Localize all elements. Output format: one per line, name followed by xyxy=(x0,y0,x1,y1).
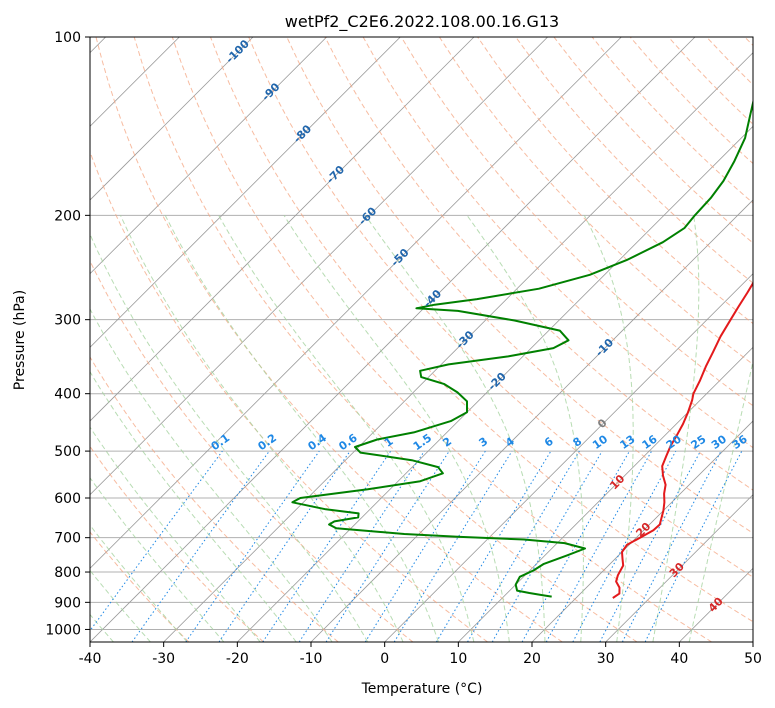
x-tick-label: 10 xyxy=(449,651,467,667)
dewpoint-line xyxy=(291,98,753,598)
x-tick-label: -30 xyxy=(152,651,175,667)
moist-adiabat xyxy=(90,426,261,642)
isotherm-line xyxy=(90,37,548,496)
y-tick-label: 1000 xyxy=(45,622,81,638)
moist-adiabat xyxy=(652,215,700,642)
dry-adiabat xyxy=(90,356,339,642)
profile-series xyxy=(291,98,753,599)
isotherm-line xyxy=(605,494,753,642)
mixing-ratio-line xyxy=(262,450,392,642)
mixing-ratio-line xyxy=(393,450,513,642)
moist-adiabat xyxy=(90,476,225,642)
moist-adiabat xyxy=(364,215,546,642)
dry-adiabat xyxy=(515,37,753,284)
mixing-ratio-line xyxy=(572,450,677,642)
y-axis-label: Pressure (hPa) xyxy=(12,290,28,390)
y-tick-label: 800 xyxy=(54,565,81,581)
mixing-ratio-line xyxy=(325,450,450,642)
x-tick-label: 40 xyxy=(670,651,688,667)
mixing-ratio-line xyxy=(545,450,653,642)
temperature-line xyxy=(612,281,753,599)
isotherm-line xyxy=(90,37,622,569)
y-tick-label: 200 xyxy=(54,208,81,224)
x-tick-label: 50 xyxy=(744,651,762,667)
moist-adiabat xyxy=(90,232,369,642)
isotherm-line xyxy=(237,125,753,642)
dry-adiabat xyxy=(90,259,414,642)
y-tick-label: 300 xyxy=(54,313,81,329)
y-tick-label: 900 xyxy=(54,595,81,611)
dry-adiabat xyxy=(324,37,753,491)
mixing-ratio-line xyxy=(521,450,630,642)
moist-adiabat xyxy=(283,215,510,642)
x-tick-label: 20 xyxy=(523,651,541,667)
x-tick-label: -10 xyxy=(300,651,323,667)
dry-adiabat xyxy=(90,531,190,642)
x-tick-label: -20 xyxy=(226,651,249,667)
x-tick-label: 30 xyxy=(597,651,615,667)
dry-adiabat xyxy=(210,37,753,623)
y-tick-label: 600 xyxy=(54,491,81,507)
moist-adiabat xyxy=(90,370,297,642)
x-axis-label: Temperature (°C) xyxy=(361,681,483,697)
isotherm-line xyxy=(90,37,254,201)
dry-adiabat xyxy=(400,37,753,407)
dry-adiabat xyxy=(133,37,638,642)
dry-adiabat xyxy=(90,150,488,642)
background-lines xyxy=(90,37,753,642)
moist-adiabat xyxy=(583,215,634,642)
plot-frame xyxy=(89,36,754,643)
moist-adiabat xyxy=(90,524,188,642)
isotherm-line xyxy=(90,37,696,642)
isotherm-line xyxy=(384,273,753,642)
chart-title: wetPf2_C2E6.2022.108.00.16.G13 xyxy=(285,12,559,32)
mixing-ratio-line xyxy=(131,450,270,642)
x-tick-label: 0 xyxy=(380,651,389,667)
moist-adiabat xyxy=(688,358,753,642)
isotherm-line xyxy=(458,346,753,642)
isotherm-line xyxy=(163,52,753,642)
x-tick-label: -40 xyxy=(79,651,102,667)
y-tick-label: 400 xyxy=(54,387,81,403)
isotherm-line xyxy=(90,37,327,275)
dry-adiabat xyxy=(438,37,753,366)
mixing-ratio-line xyxy=(90,450,223,632)
mixing-ratio-line xyxy=(185,450,320,642)
y-tick-label: 700 xyxy=(54,531,81,547)
moist-adiabat xyxy=(90,569,151,642)
mixing-ratio-line xyxy=(298,450,425,642)
y-axis-ticks: 100 200 300 400 500 600 700 800 900 1000 xyxy=(45,30,90,638)
dry-adiabat xyxy=(171,37,712,642)
mixing-ratio-line xyxy=(218,450,351,642)
y-tick-label: 100 xyxy=(54,30,81,46)
x-axis-ticks: -40 -30 -20 -10 0 10 20 30 40 50 xyxy=(79,642,762,667)
dry-adiabat xyxy=(95,37,563,642)
y-tick-label: 500 xyxy=(54,444,81,460)
dry-adiabat xyxy=(90,445,264,642)
isotherm-line xyxy=(90,37,475,422)
moist-adiabat xyxy=(120,215,404,642)
mixing-ratio-line xyxy=(644,450,743,642)
moist-adiabat xyxy=(164,215,439,642)
isotherm-line xyxy=(90,37,401,348)
dry-adiabat xyxy=(248,37,753,578)
